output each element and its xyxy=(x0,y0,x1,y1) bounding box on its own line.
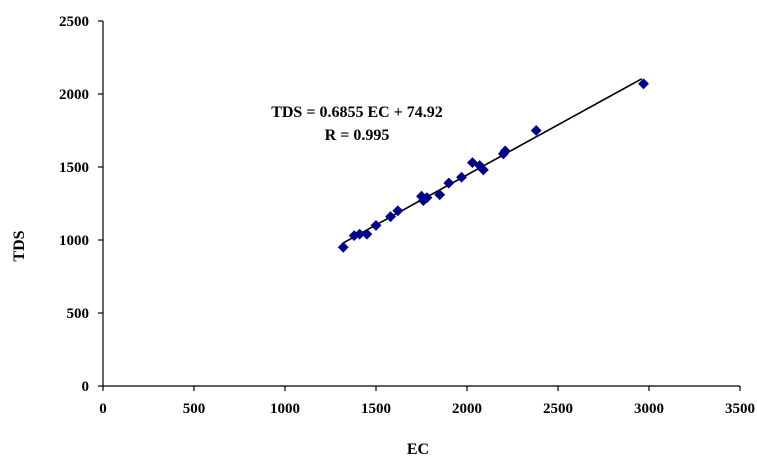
data-points xyxy=(337,78,649,253)
x-tick-label: 2000 xyxy=(452,401,482,417)
x-tick-label: 2500 xyxy=(543,401,573,417)
data-point xyxy=(530,125,542,136)
y-tick-label: 1000 xyxy=(59,233,89,249)
y-tick-label: 2500 xyxy=(59,14,89,30)
y-tick-label: 2000 xyxy=(59,87,89,103)
data-point xyxy=(421,192,433,204)
data-point xyxy=(392,205,404,217)
data-point xyxy=(370,219,382,231)
data-point xyxy=(354,228,366,240)
x-tick-label: 3500 xyxy=(725,401,755,417)
equation-annotation: TDS = 0.6855 EC + 74.92 xyxy=(271,104,443,121)
x-tick-label: 1500 xyxy=(361,401,391,417)
x-axis-title: EC xyxy=(407,441,429,457)
y-tick-label: 0 xyxy=(82,379,90,395)
data-point xyxy=(361,228,373,240)
y-tick-label: 1500 xyxy=(59,160,89,176)
data-point xyxy=(337,241,349,253)
r-value-annotation: R = 0.995 xyxy=(325,127,390,144)
axis-ticks xyxy=(98,20,741,391)
x-tick-label: 1000 xyxy=(270,401,300,417)
tick-labels: 0 500 1000 1500 2000 2500 3000 3500 0 500 1000 1500… xyxy=(59,14,755,417)
data-point xyxy=(499,145,511,157)
x-tick-label: 3000 xyxy=(634,401,664,417)
y-axis-title: TDS xyxy=(11,230,28,261)
data-point xyxy=(477,164,489,176)
y-tick-label: 500 xyxy=(67,306,90,322)
data-point xyxy=(456,171,467,183)
x-tick-label: 500 xyxy=(183,401,206,417)
data-point xyxy=(638,78,649,90)
data-point xyxy=(443,177,455,189)
data-point xyxy=(434,189,446,201)
x-tick-label: 0 xyxy=(99,401,107,417)
data-point xyxy=(385,211,396,223)
